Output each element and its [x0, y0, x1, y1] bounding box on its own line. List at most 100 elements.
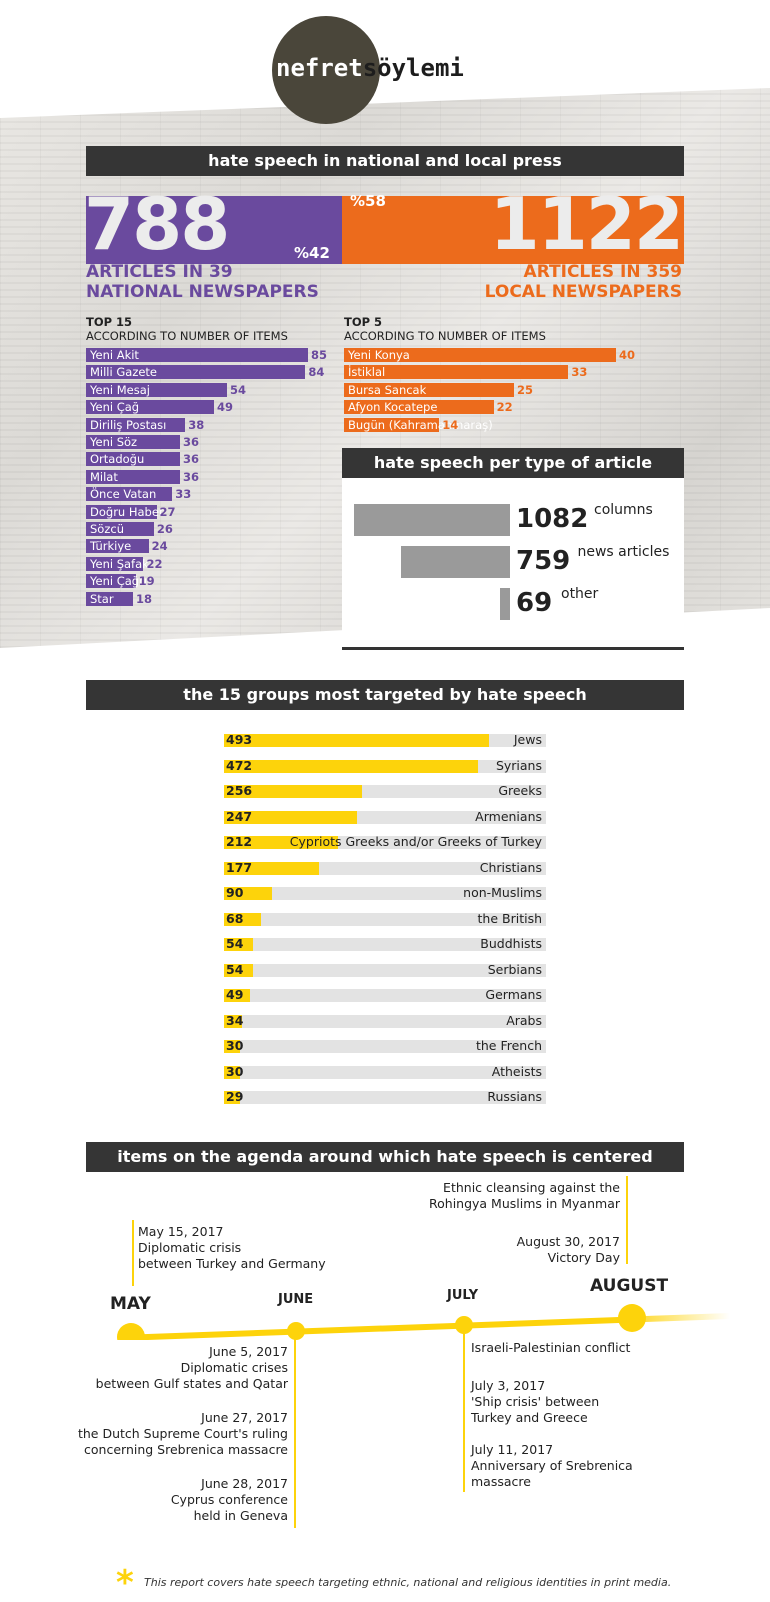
national-ranking-bar [86, 591, 133, 606]
national-subtitle: ARTICLES IN 39 NATIONAL NEWSPAPERS [86, 262, 319, 302]
group-row: 90 non-Muslims [224, 885, 546, 900]
june-event-1: June 5, 2017 Diplomatic crises between G… [95, 1344, 288, 1391]
national-ranking-value: 54 [230, 382, 247, 397]
june-connector [294, 1332, 296, 1528]
national-ranking-value: 18 [136, 591, 153, 606]
national-ranking-value: 27 [159, 504, 176, 519]
group-name: Armenians [475, 808, 542, 824]
top5-heading: TOP 5 ACCORDING TO NUMBER OF ITEMS [344, 315, 546, 343]
timeline-dot-july [455, 1316, 473, 1334]
national-ranking-name: Yeni Çağ [90, 400, 140, 415]
group-bar [224, 785, 362, 798]
national-ranking-bar [86, 504, 157, 519]
group-value: 177 [226, 859, 253, 875]
per-type-label: columns [594, 502, 653, 518]
group-bar [224, 989, 251, 1002]
national-ranking-value: 33 [175, 487, 192, 502]
group-row: 49 Germans [224, 987, 546, 1002]
group-row: 177 Christians [224, 859, 546, 875]
national-ranking-bar [86, 574, 136, 589]
timeline-line [117, 1304, 731, 1340]
national-ranking-bar [86, 539, 149, 554]
logo-part1: nefret [276, 54, 363, 82]
group-bar [224, 912, 261, 926]
per-type-bar [500, 588, 510, 620]
local-ranking-value: 22 [496, 400, 513, 415]
group-name: non-Muslims [463, 885, 542, 900]
national-ranking-name: Yeni Şafak [90, 556, 149, 571]
local-ranking-value: 14 [442, 417, 459, 432]
group-value: 54 [226, 936, 244, 951]
may-event: May 15, 2017 Diplomatic crisis between T… [138, 1224, 326, 1271]
group-bar [224, 836, 338, 849]
per-type-box [342, 448, 684, 650]
local-ranking-bar [344, 400, 494, 415]
local-ranking-value: 40 [619, 348, 636, 362]
local-ranking-name: Bursa Sancak [348, 382, 427, 397]
per-type-value: 759 [516, 546, 571, 576]
group-value: 30 [226, 1063, 244, 1079]
group-name: Jews [513, 732, 542, 747]
june-event-3: June 28, 2017 Cyprus conference held in … [170, 1476, 288, 1523]
per-type-value: 1082 [516, 504, 589, 534]
national-ranking-name: Sözcü [90, 522, 124, 536]
national-ranking-name: Ortadoğu [90, 452, 145, 467]
group-name: Serbians [487, 961, 542, 977]
group-row: 34 Arabs [224, 1013, 546, 1028]
national-percent: %42 [294, 244, 330, 262]
section1-title: hate speech in national and local press [86, 146, 684, 176]
national-ranking-name: Önce Vatan [90, 487, 157, 502]
national-ranking-name: Milli Gazete [90, 365, 158, 380]
group-name: Cypriots Greeks and/or Greeks of Turkey [289, 834, 542, 849]
month-may: MAY [110, 1294, 151, 1314]
national-ranking-value: 36 [183, 452, 200, 467]
group-bar [224, 938, 254, 951]
footer-star-icon: * [116, 1563, 134, 1602]
august-event-1: Ethnic cleansing against the Rohingya Mu… [429, 1180, 620, 1211]
group-row: 30 Atheists [224, 1063, 546, 1079]
local-ranking-name: Yeni Konya [348, 348, 410, 362]
group-value: 90 [226, 885, 244, 900]
group-bar [224, 1040, 241, 1053]
group-value: 30 [226, 1038, 244, 1053]
august-connector [626, 1176, 628, 1264]
group-bar [224, 1091, 240, 1104]
footer-note: This report covers hate speech targeting… [144, 1576, 672, 1589]
group-value: 29 [226, 1089, 244, 1104]
group-bar [224, 734, 489, 747]
group-row: 247 Armenians [224, 808, 546, 824]
national-ranking-bar [86, 365, 306, 380]
per-type-label: other [561, 586, 599, 602]
group-bar [224, 810, 357, 824]
group-bar [224, 1014, 243, 1028]
group-bar [224, 759, 478, 773]
section2-title: the 15 groups most targeted by hate spee… [86, 680, 684, 710]
national-ranking-bar [86, 400, 214, 415]
national-block [86, 196, 342, 264]
group-name: Germans [485, 987, 542, 1002]
national-ranking-name: Yeni Söz [90, 435, 138, 449]
group-row: 472 Syrians [224, 757, 546, 773]
group-row: 256 Greeks [224, 783, 546, 798]
group-name: Greeks [498, 783, 542, 798]
national-ranking-bar [86, 522, 154, 536]
national-ranking-bar [86, 469, 181, 484]
per-type-label: news articles [577, 544, 670, 560]
group-value: 68 [226, 910, 244, 926]
group-row: 493 Jews [224, 732, 546, 747]
group-value: 472 [226, 757, 253, 773]
month-june: JUNE [278, 1292, 314, 1307]
national-ranking-bar [86, 382, 228, 397]
local-block [342, 196, 684, 264]
local-count: 1122 [489, 182, 684, 266]
national-ranking-bar [86, 435, 181, 449]
national-ranking-name: Türkiye [90, 539, 132, 554]
local-ranking-bar [344, 365, 569, 380]
national-ranking-value: 84 [308, 365, 325, 380]
timeline-dot-august [618, 1304, 646, 1332]
group-name: Buddhists [480, 936, 542, 951]
group-bar [224, 887, 273, 900]
local-ranking-name: Afyon Kocatepe [348, 400, 438, 415]
group-name: Christians [479, 859, 542, 875]
per-type-bar [400, 546, 510, 578]
